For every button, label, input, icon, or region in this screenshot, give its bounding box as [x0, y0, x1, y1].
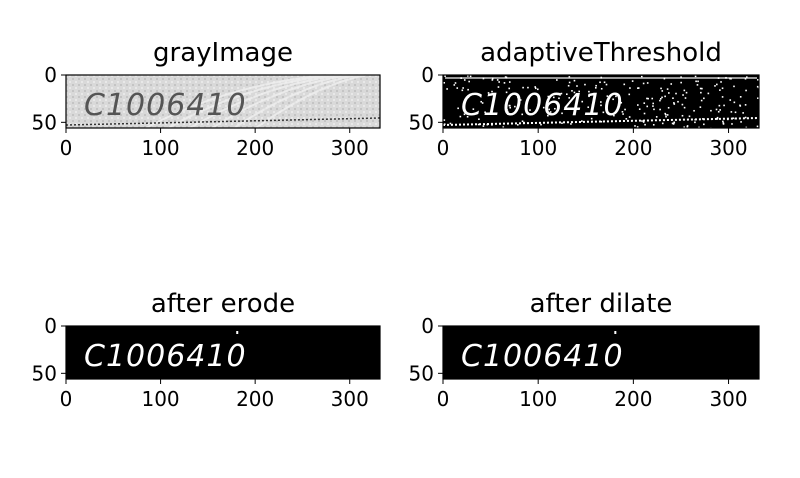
panel-image: C1006410: [443, 326, 759, 379]
x-tick-label: 0: [437, 387, 450, 411]
y-tick-label: 50: [409, 110, 434, 134]
axes-frame: [442, 74, 760, 129]
panel-image: C1006410: [442, 75, 760, 130]
x-tick-label: 300: [331, 136, 369, 160]
panel-title: adaptiveThreshold: [480, 38, 722, 68]
x-tick-label: 0: [60, 387, 73, 411]
image-text: C1006410: [84, 88, 247, 123]
y-tick-label: 0: [421, 63, 434, 87]
x-tick-label: 200: [236, 387, 274, 411]
x-tick-label: 100: [141, 136, 179, 160]
image-text: C1006410: [461, 88, 624, 123]
x-tick-label: 0: [437, 136, 450, 160]
x-tick-label: 100: [519, 136, 557, 160]
x-tick-label: 200: [236, 136, 274, 160]
x-tick-label: 300: [331, 387, 369, 411]
panel-title: after dilate: [530, 289, 673, 319]
axes-frame: [65, 74, 381, 129]
panel-image: C1006410: [66, 326, 380, 379]
y-tick-label: 0: [421, 314, 434, 338]
axes-frame: [65, 325, 381, 380]
x-tick-label: 300: [709, 387, 747, 411]
panel-image: C1006410: [65, 74, 381, 129]
y-tick-label: 50: [32, 361, 57, 385]
image-text: C1006410: [84, 339, 247, 374]
x-tick-label: 100: [141, 387, 179, 411]
y-tick-label: 0: [44, 314, 57, 338]
x-tick-label: 200: [614, 387, 652, 411]
panel-title: after erode: [151, 289, 295, 319]
panel-title: grayImage: [153, 38, 293, 68]
x-tick-label: 200: [614, 136, 652, 160]
image-text: C1006410: [461, 339, 624, 374]
x-tick-label: 0: [60, 136, 73, 160]
y-tick-label: 0: [44, 63, 57, 87]
axes-frame: [442, 325, 760, 380]
x-tick-label: 100: [519, 387, 557, 411]
y-tick-label: 50: [32, 110, 57, 134]
x-tick-label: 300: [709, 136, 747, 160]
y-tick-label: 50: [409, 361, 434, 385]
